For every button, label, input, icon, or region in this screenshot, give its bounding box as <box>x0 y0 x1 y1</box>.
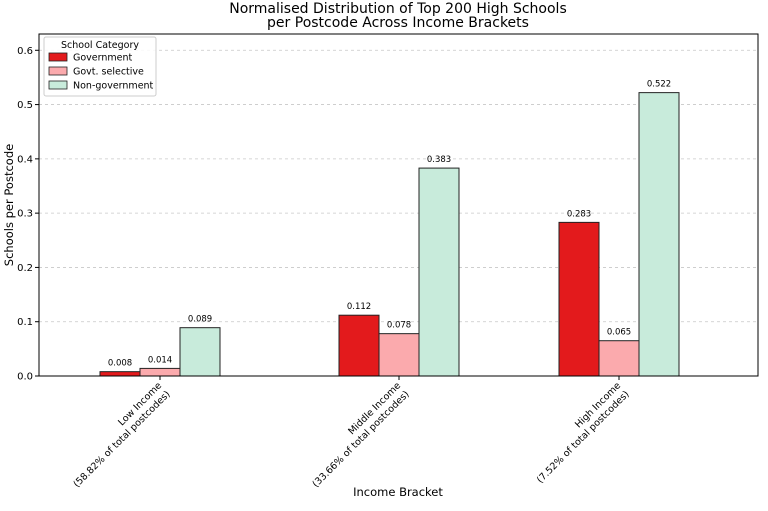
y-axis-ticks: 0.0 0.1 0.2 0.3 0.4 0.5 0.6 <box>17 46 39 383</box>
y-tick-label: 0.3 <box>17 209 33 220</box>
bar <box>418 167 460 377</box>
x-tick-label-line2: (33.66% of total postcodes) <box>311 389 412 490</box>
legend-items: Government Govt. selective Non-government <box>48 52 154 92</box>
bar-data-label: 0.008 <box>108 359 132 369</box>
y-tick-label: 0.6 <box>17 46 33 57</box>
bar-data-label: 0.383 <box>427 155 451 165</box>
x-tick-label: Middle Income(33.66% of total postcodes) <box>311 380 412 490</box>
bar-data-label: 0.112 <box>347 302 371 312</box>
legend-swatch <box>48 52 68 62</box>
x-axis-label: Income Bracket <box>353 485 443 499</box>
bar-data-label: 0.065 <box>607 328 631 338</box>
bar <box>378 333 420 377</box>
bar <box>139 367 181 377</box>
x-tick-label: High Income(7.52% of total postcodes) <box>535 380 632 486</box>
legend-box <box>43 36 157 97</box>
bar <box>179 327 221 377</box>
legend-item-label: Non-government <box>73 81 154 92</box>
bar-data-label: 0.089 <box>188 315 212 325</box>
legend-item-label: Government <box>73 53 133 64</box>
y-axis-label: Schools per Postcode <box>2 144 16 266</box>
chart-title-line1: Normalised Distribution of Top 200 High … <box>229 1 567 17</box>
y-tick-label: 0.0 <box>17 372 33 383</box>
bar-data-label: 0.522 <box>647 80 671 90</box>
x-tick-label-line2: (58.82% of total postcodes) <box>72 389 173 490</box>
bar-data-label: 0.014 <box>148 355 172 365</box>
bar <box>638 92 680 377</box>
bar <box>558 221 600 377</box>
bar-data-label: 0.283 <box>567 209 591 219</box>
y-tick-label: 0.5 <box>17 100 33 111</box>
y-tick-label: 0.4 <box>17 154 33 165</box>
legend-item-label: Govt. selective <box>73 67 144 78</box>
bar <box>99 371 141 377</box>
y-tick-label: 0.2 <box>17 263 33 274</box>
x-tick-label-line2: (7.52% of total postcodes) <box>535 389 632 486</box>
bar-data-labels: 0.008 0.112 0.283 0.014 0.078 0.065 0.089 0.383… <box>108 80 671 369</box>
legend-title: School Category <box>61 40 139 51</box>
legend-swatch <box>48 80 68 90</box>
bar-data-label: 0.078 <box>387 321 411 331</box>
x-axis-ticks: Low Income(58.82% of total postcodes) Mid… <box>72 376 632 490</box>
y-tick-label: 0.1 <box>17 317 33 328</box>
x-tick-label: Low Income(58.82% of total postcodes) <box>72 380 173 490</box>
legend: School Category Government Govt. selectiv… <box>43 36 157 97</box>
bar <box>338 314 380 377</box>
legend-swatch <box>48 66 68 76</box>
bars-group <box>99 92 680 377</box>
chart-title-line2: per Postcode Across Income Brackets <box>267 15 529 31</box>
bar <box>598 340 640 377</box>
